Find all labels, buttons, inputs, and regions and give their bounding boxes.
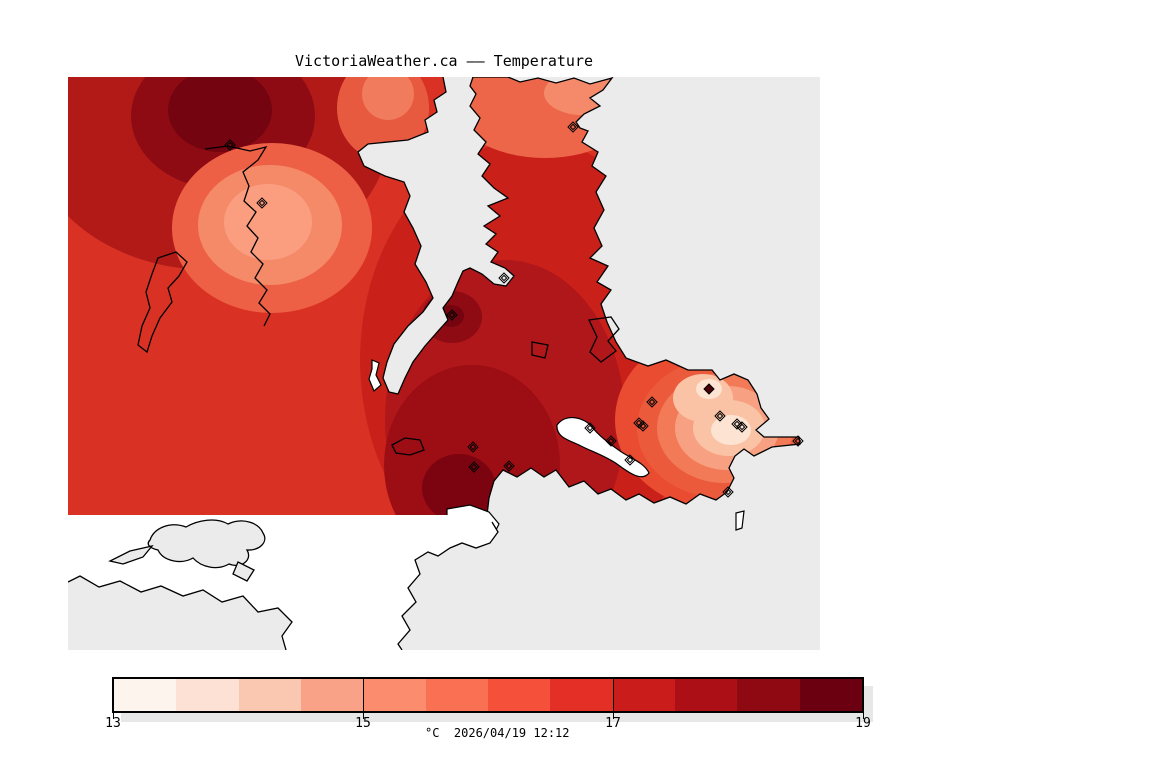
temperature-map [68, 77, 820, 650]
colorbar-segment [425, 679, 488, 711]
colorbar-segment [300, 679, 364, 711]
station-marker[interactable] [498, 272, 510, 284]
colorbar-segment [238, 679, 301, 711]
station-marker[interactable] [569, 123, 577, 131]
contour-band-cool-core [711, 415, 751, 445]
colorbar-segment [550, 679, 613, 711]
colorbar-segment [737, 679, 800, 711]
colorbar-tick-label: 13 [105, 716, 121, 731]
small-island [735, 510, 745, 531]
colorbar-segment [363, 679, 426, 711]
colorbar-segment [176, 679, 239, 711]
lake-outline-beaver [531, 341, 549, 359]
station-marker[interactable] [500, 274, 508, 282]
station-marker[interactable] [648, 398, 656, 406]
colorbar-segment [114, 679, 177, 711]
lake-outline-elk [588, 316, 620, 363]
station-marker[interactable] [792, 435, 804, 447]
station-marker[interactable] [646, 396, 658, 408]
contour-band [362, 77, 414, 120]
colorbar-tick-label: 19 [855, 716, 871, 731]
station-marker[interactable] [714, 410, 726, 422]
station-marker[interactable] [258, 199, 266, 207]
station-marker[interactable] [470, 463, 478, 471]
lake-outline-small [391, 437, 425, 456]
colorbar-tick-mark [613, 713, 614, 719]
station-marker[interactable] [503, 460, 515, 472]
river-outline [204, 145, 271, 327]
station-marker[interactable] [794, 437, 802, 445]
colorbar-segment [674, 679, 738, 711]
coastline [357, 77, 801, 516]
colorbar-tick-mark [363, 713, 364, 719]
island-sliver [368, 359, 382, 392]
colorbar-tick-mark [113, 713, 114, 719]
station-marker[interactable] [736, 421, 748, 433]
station-marker[interactable] [448, 311, 456, 319]
colorbar-caption: °C 2026/04/19 12:12 [425, 726, 570, 740]
station-marker[interactable] [607, 437, 615, 445]
station-marker[interactable] [469, 443, 477, 451]
station-marker[interactable] [626, 456, 634, 464]
station-marker[interactable] [505, 462, 513, 470]
station-marker[interactable] [731, 418, 743, 430]
station-marker[interactable] [584, 422, 596, 434]
colorbar-tick-mark [863, 713, 864, 719]
station-marker[interactable] [703, 383, 715, 395]
station-marker[interactable] [637, 420, 649, 432]
colorbar-segment [799, 679, 862, 711]
contour-band-warm-core [422, 454, 496, 515]
map-canvas [68, 77, 820, 650]
station-marker[interactable] [624, 454, 636, 466]
station-marker[interactable] [567, 121, 579, 133]
sooke-inlet-arm [108, 544, 154, 565]
station-marker[interactable] [605, 435, 617, 447]
station-markers [224, 121, 804, 498]
station-marker[interactable] [226, 141, 234, 149]
page-title: VictoriaWeather.ca —— Temperature [294, 52, 593, 70]
station-marker[interactable] [224, 139, 236, 151]
colorbar-tick-line [613, 677, 614, 719]
no-data-coastline [68, 521, 499, 650]
colorbar-segment [487, 679, 551, 711]
station-marker[interactable] [586, 424, 594, 432]
station-marker[interactable] [738, 423, 746, 431]
station-marker[interactable] [639, 422, 647, 430]
station-marker[interactable] [722, 486, 734, 498]
station-marker[interactable] [468, 461, 480, 473]
colorbar-tick-label: 15 [355, 716, 371, 731]
colorbar-tick-label: 17 [605, 716, 621, 731]
small-lake-outline [232, 561, 255, 582]
colorbar-tick-line [363, 677, 364, 719]
lake-outline-shawnigan [137, 251, 188, 354]
contour-band-warm-core [168, 77, 272, 152]
station-marker[interactable] [716, 412, 724, 420]
station-marker[interactable] [724, 488, 732, 496]
colorbar-segment [612, 679, 675, 711]
sooke-lake-outline [147, 519, 266, 569]
colorbar [112, 677, 864, 713]
contour-band-cool-core [224, 184, 312, 260]
station-marker[interactable] [467, 441, 479, 453]
station-marker[interactable] [256, 197, 268, 209]
station-marker[interactable] [446, 309, 458, 321]
